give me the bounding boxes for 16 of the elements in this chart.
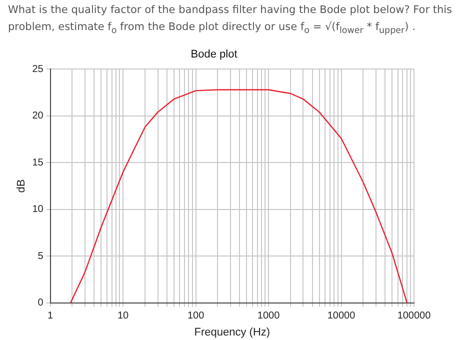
chart-title: Bode plot xyxy=(190,48,238,61)
x-tick-label: 100000 xyxy=(397,310,432,322)
x-tick-label: 1000 xyxy=(257,310,280,322)
y-axis-title: dB xyxy=(16,179,28,193)
x-tick-label: 100 xyxy=(187,310,205,322)
y-tick-label: 5 xyxy=(38,250,44,262)
x-tick-label: 10 xyxy=(117,310,130,322)
x-axis-title: Frequency (Hz) xyxy=(194,326,270,338)
y-tick-label: 10 xyxy=(32,204,44,216)
y-tick-label: 15 xyxy=(32,157,44,168)
x-tick-label: 1 xyxy=(48,310,54,322)
text: What is the quality factor of the bandpass filter having the Bode plot below? For this problem, estimate f$_{o}$ from the Bode plot directly or use f$_{o}$ = √(f$_{lower}$ * f$_{upper}$) . xyxy=(8,4,452,36)
x-tick-label: 10000 xyxy=(327,310,356,322)
y-tick-label: 0 xyxy=(38,298,44,309)
y-tick-label: 25 xyxy=(32,64,44,75)
y-tick-label: 20 xyxy=(32,110,44,122)
